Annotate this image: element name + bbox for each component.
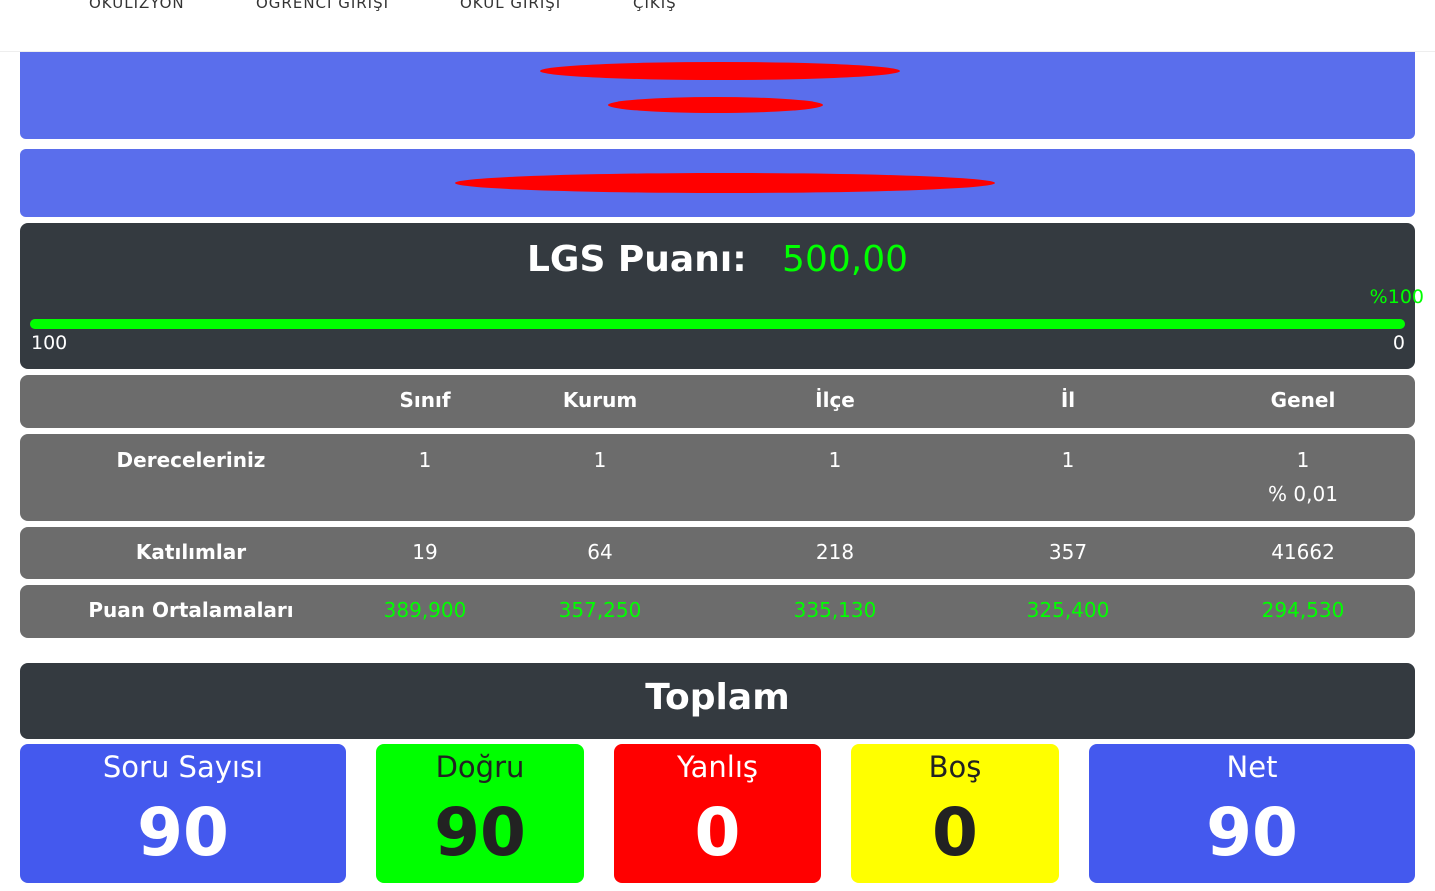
table-row-katilimlar: Katılımlar 19 64 218 357 41662 <box>20 527 1415 579</box>
nav-okulizyon[interactable]: OKULİZYON <box>89 0 185 12</box>
nav-okul-girisi[interactable]: OKUL GİRİŞİ <box>460 0 562 12</box>
progress-percent: %100 <box>1369 286 1424 308</box>
totals-title: Toplam <box>20 663 1415 739</box>
box-net: Net 90 <box>1089 744 1415 883</box>
header-sinif: Sınıf <box>399 388 451 412</box>
box-value: 90 <box>137 794 229 871</box>
cell: 41662 <box>1271 540 1335 564</box>
score-label: LGS Puanı: <box>526 239 747 280</box>
table-row-puan-ortalamalari: Puan Ortalamaları 389,900 357,250 335,13… <box>20 585 1415 638</box>
cell: 1 <box>593 448 607 472</box>
cell: 389,900 <box>383 598 467 622</box>
score-value: 500,00 <box>782 239 909 280</box>
box-bos: Boş 0 <box>851 744 1059 883</box>
box-value: 90 <box>1206 794 1298 871</box>
cell: 1 <box>1061 448 1075 472</box>
cell: 357 <box>1048 540 1088 564</box>
box-label: Boş <box>928 750 982 784</box>
cell: 1 <box>1296 448 1310 472</box>
row-label: Puan Ortalamaları <box>88 598 294 622</box>
box-yanlis: Yanlış 0 <box>614 744 821 883</box>
cell: 1 <box>828 448 842 472</box>
cell: 19 <box>412 540 438 564</box>
header-ilce: İlçe <box>815 388 855 412</box>
progress-min-label: 100 <box>31 332 68 354</box>
box-value: 0 <box>932 794 978 871</box>
box-dogru: Doğru 90 <box>376 744 584 883</box>
percentile: % 0,01 <box>1268 482 1338 506</box>
box-label: Yanlış <box>676 750 759 784</box>
table-header-row: Sınıf Kurum İlçe İl Genel <box>20 375 1415 428</box>
box-label: Net <box>1226 750 1278 784</box>
cell: 1 <box>418 448 432 472</box>
nav-ogrenci-girisi[interactable]: ÖĞRENCİ GİRİŞİ <box>256 0 390 12</box>
box-soru-sayisi: Soru Sayısı 90 <box>20 744 346 883</box>
cell: 357,250 <box>558 598 642 622</box>
cell: 218 <box>815 540 855 564</box>
box-value: 90 <box>434 794 526 871</box>
row-label: Katılımlar <box>135 540 247 564</box>
lgs-score-panel: LGS Puanı: 500,00 %100 100 0 <box>20 223 1424 369</box>
header-genel: Genel <box>1270 388 1336 412</box>
score-progress-fill <box>30 319 1405 329</box>
cell: 64 <box>587 540 613 564</box>
cell: 294,530 <box>1261 598 1345 622</box>
header-kurum: Kurum <box>562 388 638 412</box>
cell: 325,400 <box>1026 598 1110 622</box>
table-row-dereceleriniz: Dereceleriniz 1 1 1 1 1 % 0,01 <box>20 434 1415 521</box>
top-nav: OKULİZYON ÖĞRENCİ GİRİŞİ OKUL GİRİŞİ ÇIK… <box>0 0 1435 52</box>
box-value: 0 <box>694 794 741 871</box>
nav-cikis[interactable]: ÇIKIŞ <box>633 0 677 12</box>
score-progress-track <box>30 319 1405 329</box>
row-label: Dereceleriniz <box>116 448 266 472</box>
header-il: İl <box>1060 388 1076 412</box>
cell: 335,130 <box>793 598 877 622</box>
box-label: Soru Sayısı <box>102 750 264 784</box>
student-info-banner-redacted <box>20 52 1415 139</box>
progress-max-label: 0 <box>1392 332 1405 354</box>
school-info-banner-redacted <box>20 149 1415 217</box>
box-label: Doğru <box>435 750 525 784</box>
